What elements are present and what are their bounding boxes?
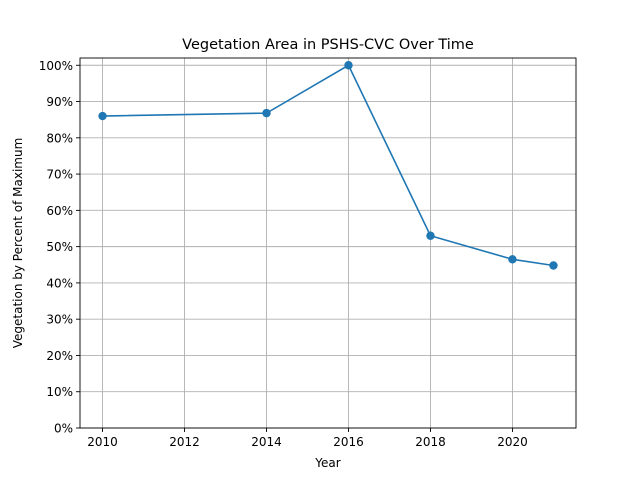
chart-title: Vegetation Area in PSHS-CVC Over Time [182,37,474,53]
data-point [508,255,517,264]
plot-frame [79,57,577,429]
y-tick-label: 20% [46,349,73,363]
x-tick-label: 2020 [497,435,528,449]
y-tick-label: 80% [46,131,73,145]
y-tick-label: 90% [46,95,73,109]
x-tick-label: 2018 [415,435,446,449]
x-tick-label: 2012 [169,435,200,449]
series-layer [98,61,558,270]
y-tick-label: 60% [46,204,73,218]
x-tick-label: 2014 [251,435,282,449]
data-point [426,231,435,240]
y-tick-label: 100% [39,59,73,73]
data-point [549,261,558,270]
y-tick-label: 30% [46,313,73,327]
x-tick-label: 2016 [333,435,364,449]
y-tick-label: 70% [46,168,73,182]
grid-lines [80,58,576,429]
y-tick-label: 50% [46,240,73,254]
x-tick-label: 2010 [87,435,118,449]
data-point [344,61,353,70]
series-line [102,64,554,267]
x-axis-label: Year [314,456,340,470]
data-point [98,111,107,121]
x-axis-ticks: 2010 2012 2014 2016 2018 2020 [87,428,528,449]
y-tick-label: 10% [46,385,73,399]
y-axis-label: Vegetation by Percent of Maximum [11,138,25,349]
y-tick-label: 0% [54,422,73,436]
y-tick-label: 40% [46,276,73,290]
data-point [262,108,271,118]
y-axis-ticks: 0% 10% 20% 30% 40% 50% 60% 70% 80% 90% 100% [39,59,80,436]
